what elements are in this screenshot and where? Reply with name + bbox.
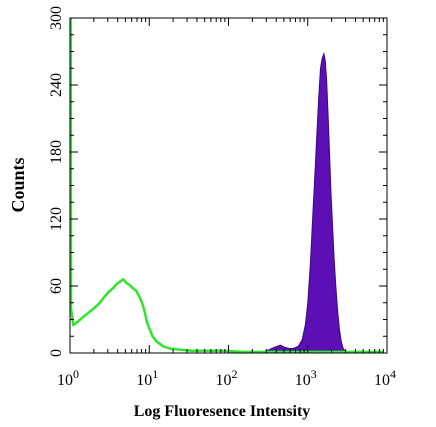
y-tick-label: 0 [48, 349, 65, 357]
y-tick-label: 300 [48, 6, 65, 30]
plot-area: 100 101 102 103 104 0 60 120 180 240 300 [48, 6, 396, 389]
x-axis: 100 101 102 103 104 [57, 18, 396, 389]
x-tick-label: 103 [295, 367, 317, 389]
y-tick-label: 180 [48, 140, 65, 164]
y-tick-label: 240 [48, 73, 65, 97]
y-tick-label: 60 [48, 278, 65, 294]
series-layer [69, 17, 384, 354]
x-tick-label: 102 [216, 367, 238, 389]
histogram-series-1 [69, 17, 384, 354]
y-axis: 0 60 120 180 240 300 [48, 6, 387, 357]
y-axis-label: Counts [8, 157, 28, 212]
plot-frame [69, 17, 388, 354]
histogram-series-0 [252, 51, 349, 354]
x-tick-label: 100 [57, 367, 79, 389]
x-axis-label: Log Fluoresence Intensity [134, 403, 311, 420]
x-tick-label: 101 [136, 367, 158, 389]
x-tick-label: 104 [374, 367, 396, 389]
y-tick-label: 120 [48, 207, 65, 231]
